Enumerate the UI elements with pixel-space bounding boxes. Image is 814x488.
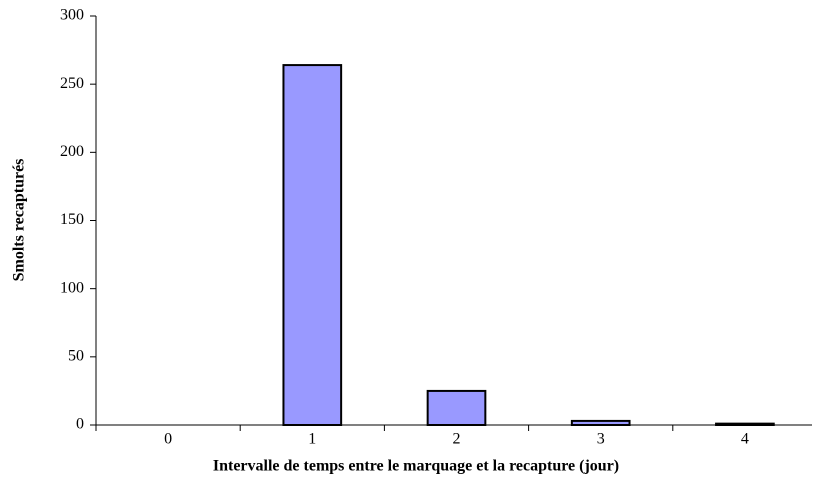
- y-tick-label: 250: [60, 75, 84, 92]
- y-tick-label: 150: [60, 211, 84, 228]
- bar: [715, 422, 775, 426]
- y-tick-label: 0: [76, 416, 84, 433]
- bar: [570, 419, 631, 427]
- x-tick-label: 2: [453, 431, 461, 448]
- x-tick-label: 4: [741, 431, 749, 448]
- y-axis-title: Smolts recapturés: [11, 159, 28, 282]
- y-tick-label: 100: [60, 279, 84, 296]
- x-tick-label: 3: [597, 431, 605, 448]
- y-tick-label: 50: [68, 348, 84, 365]
- x-tick-label: 1: [308, 431, 316, 448]
- x-axis-title: Intervalle de temps entre le marquage et…: [213, 458, 619, 475]
- y-tick-label: 300: [60, 7, 84, 24]
- y-tick-label: 200: [60, 143, 84, 160]
- x-tick-label: 0: [164, 431, 172, 448]
- bar: [426, 389, 487, 426]
- bar: [282, 64, 343, 427]
